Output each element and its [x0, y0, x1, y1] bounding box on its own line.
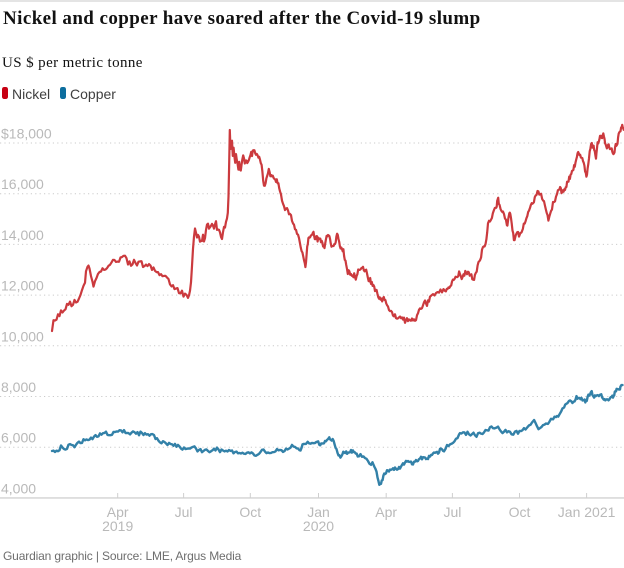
svg-text:Apr: Apr: [375, 504, 397, 520]
svg-text:16,000: 16,000: [1, 176, 44, 192]
svg-text:14,000: 14,000: [1, 227, 44, 243]
svg-text:Jul: Jul: [443, 504, 461, 520]
svg-text:Jul: Jul: [175, 504, 193, 520]
svg-text:10,000: 10,000: [1, 328, 44, 344]
svg-text:4,000: 4,000: [1, 480, 36, 496]
svg-text:Apr: Apr: [107, 504, 129, 520]
svg-text:Jan 2021: Jan 2021: [558, 504, 616, 520]
svg-text:$18,000: $18,000: [1, 126, 52, 142]
svg-text:Jan: Jan: [307, 504, 330, 520]
svg-text:2019: 2019: [102, 518, 133, 534]
svg-text:8,000: 8,000: [1, 379, 36, 395]
svg-text:12,000: 12,000: [1, 278, 44, 294]
svg-text:Oct: Oct: [509, 504, 531, 520]
svg-text:Oct: Oct: [239, 504, 261, 520]
svg-text:2020: 2020: [303, 518, 334, 534]
svg-text:6,000: 6,000: [1, 430, 36, 446]
